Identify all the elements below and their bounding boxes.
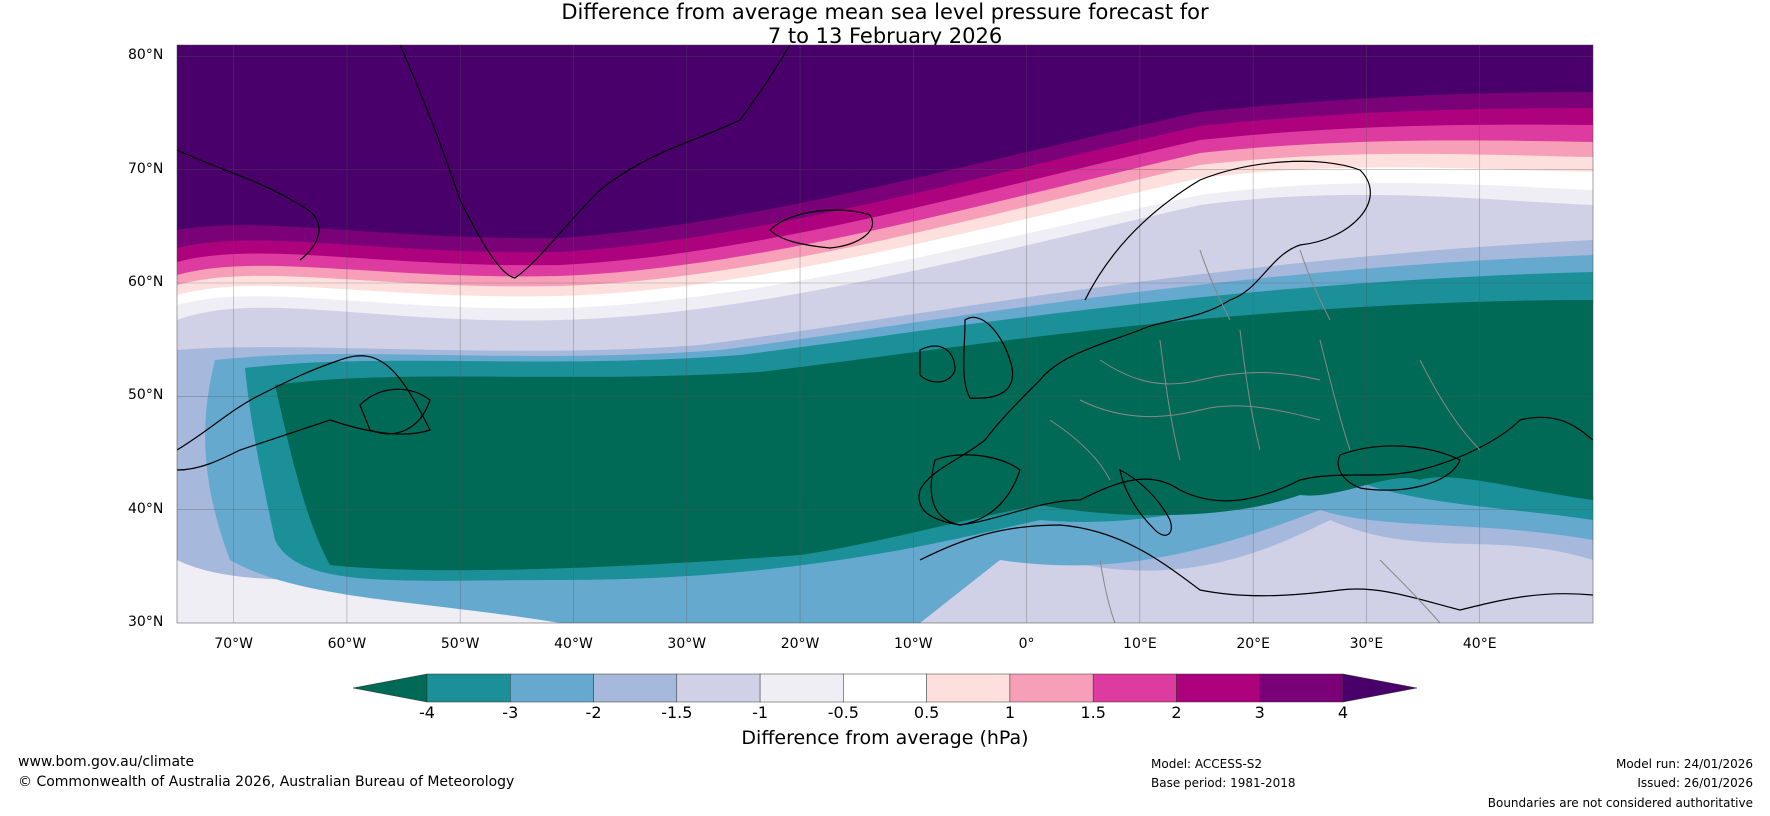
band-pos-4 (177, 45, 1593, 239)
title-line-2: 7 to 13 February 2026 (767, 24, 1003, 48)
colorbar-tick-label: -0.5 (827, 703, 859, 722)
north-africa-coast (919, 524, 1593, 611)
country-borders (1049, 249, 1481, 623)
colorbar-tick-label: 1.5 (1080, 703, 1106, 722)
colorbar-tick-label: 0.5 (913, 703, 940, 722)
greenland-coast (399, 45, 791, 279)
colorbar-segment (593, 673, 678, 703)
colorbar-tick-label: 4 (1337, 703, 1349, 722)
chart-title: Difference from average mean sea level p… (0, 0, 1770, 48)
lon-label: 20°E (1236, 636, 1270, 652)
lat-label: 40°N (128, 500, 164, 517)
lon-label: 60°W (327, 636, 367, 652)
footer-issued: Issued: 26/01/2026 (1637, 776, 1753, 790)
colorbar-segment (676, 673, 761, 703)
footer-disclaimer: Boundaries are not considered authoritat… (1487, 796, 1753, 810)
north-america-coast (177, 355, 431, 471)
colorbar-tick-label: -4 (419, 703, 435, 722)
colorbar-tick-label: 3 (1254, 703, 1265, 722)
colorbar (352, 673, 1418, 703)
lon-label: 70°W (214, 636, 253, 652)
coastlines (177, 45, 1593, 611)
lat-label: 30°N (128, 614, 164, 630)
footer-model: Model: ACCESS-S2 (1151, 757, 1263, 771)
anomaly-field (177, 45, 1593, 623)
colorbar-tick-label: -1 (752, 703, 769, 722)
black-sea-coast (1337, 445, 1461, 491)
lon-label: 10°W (893, 636, 933, 652)
footer-base-period: Base period: 1981-2018 (1151, 776, 1296, 790)
colorbar-tick-label: -3 (502, 703, 519, 722)
scandinavia-coast (1084, 160, 1371, 331)
europe-coast (918, 329, 1593, 526)
italy-coast (1119, 468, 1172, 536)
lon-label: 30°E (1349, 636, 1384, 652)
colorbar-segment (759, 673, 844, 703)
lat-label: 70°N (128, 160, 164, 177)
lon-label: 30°W (667, 636, 707, 652)
graticule (177, 45, 1593, 623)
ireland-coast (919, 345, 956, 383)
colorbar-tick-label: -1.5 (661, 703, 693, 722)
title-line-1: Difference from average mean sea level p… (561, 0, 1209, 24)
lon-label: 40°E (1462, 636, 1497, 652)
lat-label: 50°N (128, 387, 164, 404)
colorbar-segment (1009, 673, 1094, 703)
colorbar-segment (926, 673, 1011, 703)
lon-label: 10°E (1123, 636, 1157, 652)
colorbar-segment (1176, 673, 1260, 703)
lon-label: 40°W (554, 636, 593, 652)
colorbar-segment (426, 673, 511, 703)
lon-label: 20°W (780, 636, 820, 652)
footer-model-run: Model run: 24/01/2026 (1615, 757, 1753, 771)
newfoundland-coast (359, 388, 431, 435)
lon-label: 50°W (440, 636, 480, 652)
colorbar-extend-max (1342, 673, 1418, 703)
lat-label: 80°N (128, 47, 164, 64)
colorbar-tick-label: 1 (1004, 703, 1015, 722)
colorbar-segment (510, 673, 594, 703)
canada-arctic-coast (177, 149, 320, 261)
band-neg-4 (275, 300, 1593, 571)
iberia-coast (930, 454, 1021, 526)
colorbar-segment (1092, 673, 1177, 703)
footer-url[interactable]: www.bom.gov.au/climate (18, 754, 195, 770)
lat-label: 60°N (128, 274, 164, 290)
colorbar-label: Difference from average (hPa) (741, 727, 1029, 749)
colorbar-extend-min (352, 673, 428, 703)
iceland-coast (769, 209, 874, 249)
lon-label: 0° (1018, 636, 1035, 652)
colorbar-segment (843, 673, 927, 703)
colorbar-segment (1259, 673, 1344, 703)
map-frame (176, 44, 1594, 624)
colorbar-tick-label: -2 (585, 703, 602, 722)
british-isles-coast (963, 316, 1014, 399)
footer-copyright: © Commonwealth of Australia 2026, Austra… (18, 774, 515, 790)
colorbar-tick-label: 2 (1171, 703, 1182, 722)
